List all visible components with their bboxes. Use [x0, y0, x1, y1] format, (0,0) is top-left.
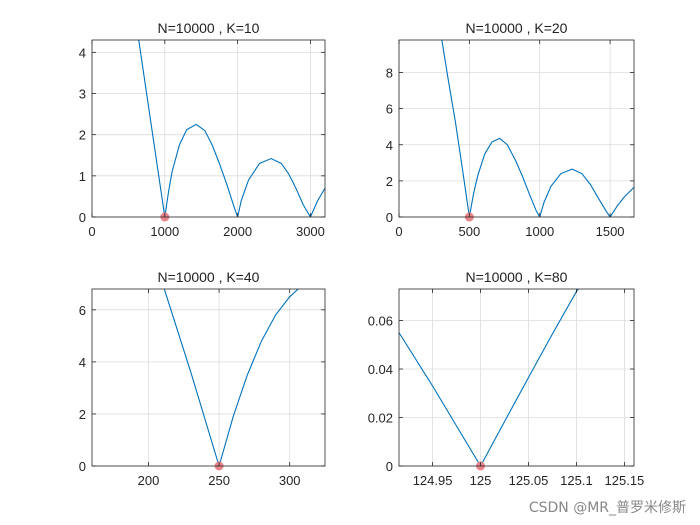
y-tick-label: 0.02: [368, 411, 393, 426]
series-line-1: [399, 289, 580, 466]
series-line-1: [163, 289, 299, 466]
series-line-1: [441, 40, 634, 217]
subplot-title: N=10000 , K=20: [466, 20, 568, 36]
watermark: CSDN @MR_普罗米修斯: [528, 500, 686, 516]
x-tick-label: 250: [208, 473, 230, 488]
y-tick-label: 8: [386, 66, 393, 81]
y-tick-label: 0: [79, 210, 86, 225]
axes-box: [398, 288, 635, 467]
x-tick-label: 1000: [525, 224, 554, 239]
x-tick-label: 2000: [223, 224, 252, 239]
axes-box: [91, 288, 326, 467]
y-tick-label: 1: [79, 169, 86, 184]
series-line-1: [138, 40, 325, 217]
x-tick-label: 300: [279, 473, 301, 488]
x-tick-label: 3000: [296, 224, 325, 239]
x-tick-label: 0: [88, 224, 95, 239]
axes-box: [398, 39, 635, 218]
x-tick-label: 124.95: [413, 473, 453, 488]
x-tick-label: 200: [138, 473, 160, 488]
x-tick-label: 1500: [596, 224, 625, 239]
y-tick-label: 2: [79, 407, 86, 422]
y-tick-label: 0: [79, 459, 86, 474]
x-tick-label: 125.1: [560, 473, 593, 488]
subplot-2: 0 500 1000 1500 0 2 4 6 8 N=10000 , K=20: [386, 20, 635, 239]
axes-box: [91, 39, 326, 218]
y-tick-label: 0: [386, 459, 393, 474]
x-tick-label: 125: [470, 473, 492, 488]
x-tick-label: 125.15: [605, 473, 645, 488]
plot-background: [92, 289, 325, 466]
plot-background: [399, 40, 634, 217]
y-tick-label: 0: [386, 210, 393, 225]
subplot-4: 124.95 125 125.05 125.1 125.15 0 0.02 0.04 0.06 N…: [368, 269, 645, 488]
plot-background: [92, 40, 325, 217]
subplot-title: N=10000 , K=80: [466, 269, 568, 285]
y-tick-label: 3: [79, 87, 86, 102]
subplot-title: N=10000 , K=40: [158, 269, 260, 285]
y-tick-label: 2: [79, 128, 86, 143]
y-tick-label: 6: [79, 303, 86, 318]
subplot-1: 0 1000 2000 3000 0 1 2 3 4 N=10000 , K=10: [79, 20, 326, 239]
y-tick-label: 0.04: [368, 362, 393, 377]
subplot-title: N=10000 , K=10: [158, 20, 260, 36]
x-tick-label: 0: [395, 224, 402, 239]
x-tick-label: 500: [459, 224, 481, 239]
y-tick-label: 4: [386, 138, 393, 153]
y-tick-label: 0.06: [368, 314, 393, 329]
x-tick-label: 125.05: [509, 473, 549, 488]
y-tick-label: 2: [386, 174, 393, 189]
x-tick-label: 1000: [150, 224, 179, 239]
y-tick-label: 4: [79, 355, 86, 370]
y-tick-label: 4: [79, 45, 86, 60]
y-tick-label: 6: [386, 102, 393, 117]
plot-background: [399, 289, 634, 466]
subplot-3: 200 250 300 0 2 4 6 N=10000 , K=40: [79, 269, 326, 488]
